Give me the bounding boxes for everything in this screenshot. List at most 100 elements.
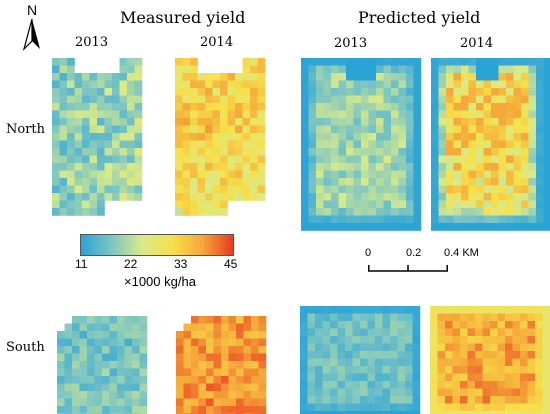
yield-cell <box>542 373 550 382</box>
yield-cell <box>543 103 550 111</box>
yield-cell <box>127 65 135 74</box>
yield-cell <box>345 313 353 322</box>
yield-cell <box>445 388 453 397</box>
yield-cell <box>345 358 353 367</box>
yield-cell <box>331 200 339 209</box>
yield-cell <box>301 185 309 194</box>
yield-cell <box>190 125 198 134</box>
yield-cell <box>482 351 491 359</box>
yield-cell <box>543 140 550 149</box>
yield-cell <box>82 88 90 96</box>
yield-cell <box>483 58 492 66</box>
yield-cell <box>498 155 507 164</box>
yield-cell <box>398 103 407 111</box>
yield-cell <box>64 361 73 369</box>
yield-cell <box>89 193 98 201</box>
yield-cell <box>322 403 331 412</box>
yield-cell <box>483 148 492 156</box>
yield-cell <box>183 331 192 339</box>
yield-cell <box>413 193 422 201</box>
yield-cell <box>82 133 90 141</box>
yield-cell <box>307 343 316 352</box>
yield-cell <box>391 178 399 186</box>
yield-cell <box>117 368 125 377</box>
yield-cell <box>198 323 207 332</box>
yield-cell <box>250 163 258 171</box>
yield-cell <box>543 118 550 126</box>
yield-cell <box>82 118 90 126</box>
yield-cell <box>491 133 499 141</box>
yield-cell <box>257 103 266 111</box>
yield-cell <box>127 178 135 186</box>
yield-cell <box>235 170 243 179</box>
yield-cell <box>242 58 251 66</box>
yield-cell <box>52 140 60 149</box>
yield-cell <box>316 80 324 89</box>
yield-cell <box>338 193 347 201</box>
yield-cell <box>360 381 368 389</box>
yield-cell <box>258 376 267 384</box>
yield-cell <box>535 321 543 329</box>
yield-cell <box>308 155 317 164</box>
yield-cell <box>134 103 143 111</box>
yield-cell <box>323 185 332 194</box>
yield-cell <box>323 125 332 134</box>
yield-cell <box>512 411 521 414</box>
yield-cell <box>67 193 75 201</box>
yield-cell <box>59 200 68 209</box>
yield-cell <box>360 306 368 314</box>
yield-cell <box>197 125 206 134</box>
yield-cell <box>536 200 544 209</box>
yield-cell <box>367 366 376 374</box>
yield-cell <box>212 185 221 194</box>
yield-cell <box>67 65 75 74</box>
yield-cell <box>331 170 339 179</box>
yield-cell <box>243 338 252 347</box>
yield-cell <box>391 80 399 89</box>
yield-cell <box>413 110 422 119</box>
yield-cell <box>467 373 476 382</box>
yield-cell <box>452 313 461 322</box>
yield-cell <box>316 200 324 209</box>
yield-cell <box>368 215 377 224</box>
yield-cell <box>446 118 454 126</box>
yield-cell <box>301 215 309 224</box>
yield-cell <box>382 306 391 314</box>
yield-cell <box>383 155 392 164</box>
yield-cell <box>250 73 258 81</box>
yield-cell <box>175 58 183 66</box>
yield-cell <box>460 366 468 374</box>
yield-cell <box>213 398 222 407</box>
yield-cell <box>117 338 125 347</box>
yield-cell <box>498 58 507 66</box>
yield-cell <box>390 321 398 329</box>
yield-cell <box>527 321 536 329</box>
yield-cell <box>468 200 477 209</box>
yield-cell <box>413 133 422 141</box>
yield-cell <box>322 336 331 344</box>
yield-cell <box>182 148 191 156</box>
yield-cell <box>206 353 214 362</box>
yield-cell <box>512 343 521 352</box>
yield-cell <box>102 331 110 339</box>
yield-cell <box>431 178 439 186</box>
yield-cell <box>300 396 308 404</box>
yield-cell <box>308 208 317 216</box>
yield-cell <box>175 118 183 126</box>
yield-cell <box>431 170 439 179</box>
yield-cell <box>452 321 461 329</box>
yield-cell <box>250 140 258 149</box>
yield-cell <box>382 321 391 329</box>
yield-cell <box>322 358 331 367</box>
yield-cell <box>375 381 383 389</box>
yield-cell <box>491 170 499 179</box>
yield-cell <box>251 316 259 324</box>
yield-cell <box>453 170 462 179</box>
yield-cell <box>112 118 120 126</box>
yield-cell <box>198 361 207 369</box>
yield-cell <box>413 170 422 179</box>
yield-cell <box>406 88 414 96</box>
yield-cell <box>227 133 236 141</box>
yield-cell <box>512 373 521 382</box>
yield-cell <box>431 80 439 89</box>
